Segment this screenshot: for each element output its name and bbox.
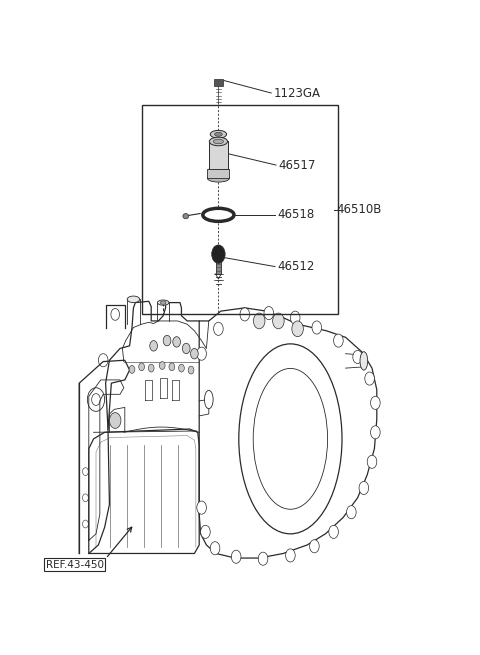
Circle shape: [129, 365, 135, 373]
Circle shape: [367, 455, 377, 468]
Circle shape: [273, 313, 284, 329]
Circle shape: [292, 321, 303, 337]
Circle shape: [179, 364, 184, 372]
Bar: [207, 169, 229, 178]
Circle shape: [240, 308, 250, 321]
Bar: [142, 105, 338, 314]
Text: 1123GA: 1123GA: [274, 86, 321, 100]
Text: REF.43-450: REF.43-450: [46, 559, 104, 570]
Circle shape: [188, 366, 194, 374]
Text: 46517: 46517: [278, 159, 316, 172]
Circle shape: [139, 363, 144, 371]
Circle shape: [312, 321, 322, 334]
Circle shape: [286, 549, 295, 562]
Circle shape: [212, 245, 225, 263]
Circle shape: [163, 335, 171, 346]
Circle shape: [197, 347, 206, 360]
Text: 46518: 46518: [277, 208, 315, 221]
Ellipse shape: [209, 137, 228, 146]
Circle shape: [231, 550, 241, 563]
Circle shape: [173, 337, 180, 347]
Circle shape: [159, 362, 165, 369]
Text: 46512: 46512: [277, 260, 315, 273]
Circle shape: [329, 525, 338, 538]
Text: 46510B: 46510B: [336, 203, 382, 216]
Ellipse shape: [206, 211, 230, 219]
Circle shape: [197, 501, 206, 514]
Ellipse shape: [160, 301, 166, 304]
Circle shape: [371, 396, 380, 409]
Circle shape: [347, 506, 356, 519]
Circle shape: [148, 364, 154, 372]
Circle shape: [310, 540, 319, 553]
Circle shape: [109, 413, 121, 428]
Circle shape: [150, 341, 157, 351]
Ellipse shape: [204, 390, 213, 409]
Bar: [216, 248, 221, 274]
Circle shape: [334, 334, 343, 347]
Ellipse shape: [183, 214, 189, 219]
Circle shape: [353, 350, 362, 364]
Circle shape: [201, 525, 210, 538]
Circle shape: [290, 311, 300, 324]
Circle shape: [371, 426, 380, 439]
Ellipse shape: [210, 130, 227, 138]
Ellipse shape: [157, 300, 169, 305]
Ellipse shape: [214, 140, 223, 144]
Circle shape: [258, 552, 268, 565]
Circle shape: [182, 343, 190, 354]
Ellipse shape: [360, 352, 368, 370]
Circle shape: [169, 363, 175, 371]
Circle shape: [214, 322, 223, 335]
Circle shape: [365, 372, 374, 385]
Circle shape: [210, 542, 220, 555]
Ellipse shape: [215, 132, 222, 136]
Circle shape: [359, 481, 369, 495]
Ellipse shape: [127, 296, 140, 303]
Ellipse shape: [207, 174, 229, 182]
Bar: [209, 141, 228, 169]
Circle shape: [264, 307, 274, 320]
Ellipse shape: [209, 165, 228, 173]
Circle shape: [191, 348, 198, 359]
Bar: [214, 79, 223, 86]
Circle shape: [253, 313, 265, 329]
